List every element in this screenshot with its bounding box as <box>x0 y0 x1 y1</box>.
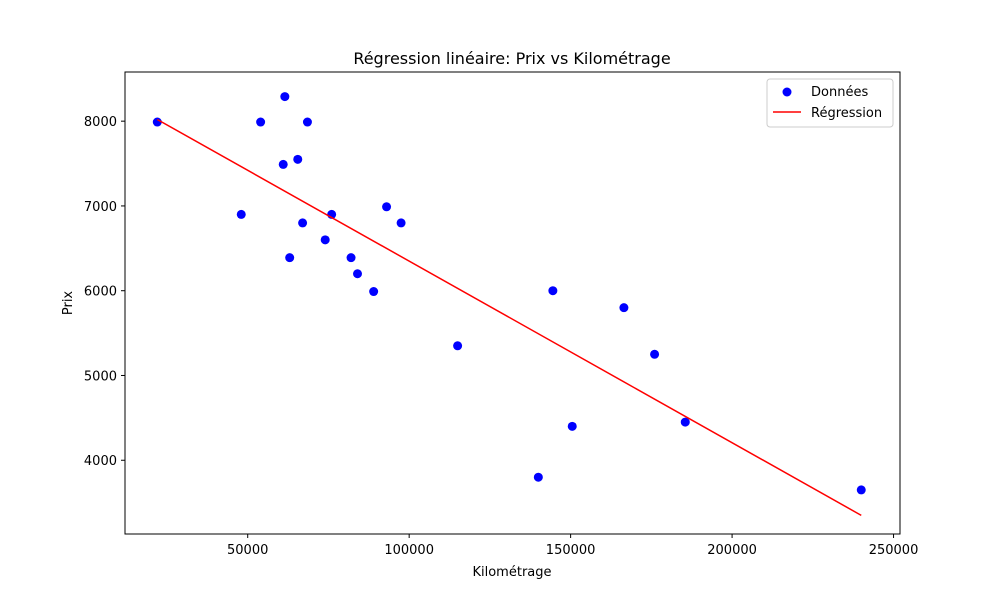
data-point-21 <box>650 349 660 359</box>
data-point-11 <box>346 253 356 263</box>
data-point-1 <box>236 209 246 219</box>
legend-box <box>766 78 894 128</box>
data-point-9 <box>320 235 330 245</box>
x-tick-label-100000: 100000 <box>384 543 434 558</box>
y-tick-label-6000: 6000 <box>84 285 117 300</box>
y-axis-ticks: 4000 5000 6000 7000 8000 <box>84 115 125 469</box>
data-point-13 <box>369 287 379 297</box>
legend-marker-donnees <box>782 87 792 97</box>
legend-label-donnees: Données <box>811 85 868 100</box>
legend: Données Régression <box>766 78 894 128</box>
data-point-18 <box>548 286 558 296</box>
data-point-20 <box>619 303 629 313</box>
x-tick-label-200000: 200000 <box>707 543 757 558</box>
chart-title: Régression linéaire: Prix vs Kilométrage <box>353 49 670 68</box>
data-point-8 <box>302 117 312 127</box>
data-point-15 <box>396 218 406 228</box>
data-point-23 <box>856 485 866 495</box>
data-point-3 <box>278 159 288 169</box>
y-tick-label-8000: 8000 <box>84 115 117 130</box>
x-tick-label-150000: 150000 <box>546 543 596 558</box>
data-point-12 <box>353 269 362 279</box>
regression-line <box>156 118 862 517</box>
legend-label-regression: Régression <box>811 106 882 121</box>
y-tick-label-7000: 7000 <box>84 200 117 215</box>
data-point-14 <box>382 202 392 212</box>
data-point-0 <box>152 117 162 127</box>
y-axis-label: Prix <box>61 291 76 316</box>
data-point-22 <box>680 417 690 427</box>
data-point-6 <box>293 154 303 164</box>
data-point-17 <box>533 472 543 482</box>
axes-frame <box>124 71 901 535</box>
x-tick-label-250000: 250000 <box>869 543 919 558</box>
data-point-2 <box>256 117 266 127</box>
y-tick-label-4000: 4000 <box>84 454 117 469</box>
data-point-7 <box>298 218 308 228</box>
x-axis-ticks: 50000 100000 150000 200000 250000 <box>227 534 918 558</box>
data-point-5 <box>285 253 295 263</box>
x-axis-label: Kilométrage <box>472 565 551 580</box>
plot-area <box>152 92 866 517</box>
data-point-4 <box>280 92 290 102</box>
y-tick-label-5000: 5000 <box>84 369 117 384</box>
data-point-19 <box>567 421 577 431</box>
x-tick-label-50000: 50000 <box>227 543 268 558</box>
data-point-16 <box>453 341 463 351</box>
